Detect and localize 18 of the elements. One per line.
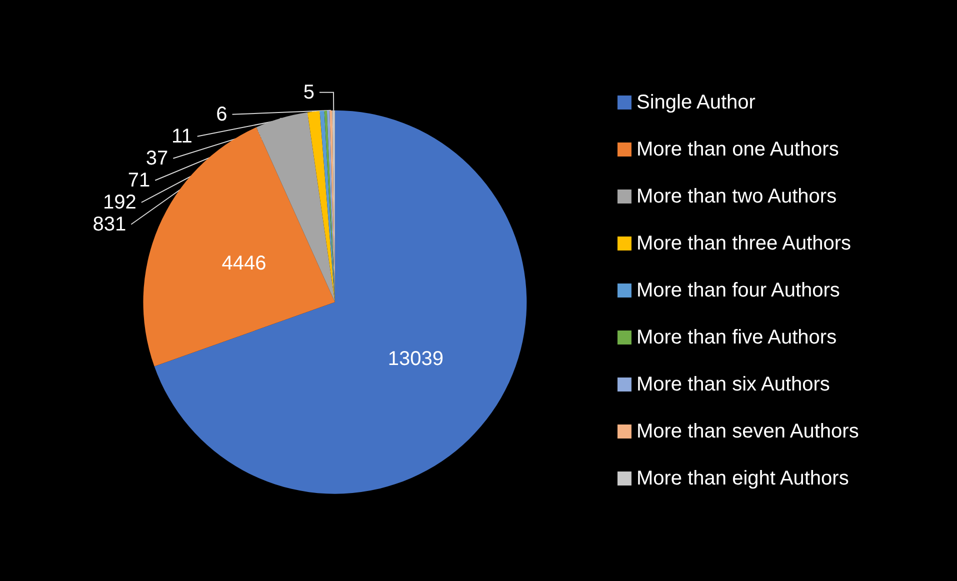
data-label: 13039 bbox=[388, 348, 444, 370]
data-label: 11 bbox=[172, 125, 192, 148]
legend-label: More than four Authors bbox=[636, 280, 840, 302]
legend-label: More than five Authors bbox=[636, 326, 837, 348]
legend-label: More than seven Authors bbox=[636, 420, 859, 442]
data-label: 37 bbox=[146, 147, 168, 170]
legend-label: More than eight Authors bbox=[636, 468, 849, 490]
data-label: 5 bbox=[303, 81, 314, 104]
data-label: 71 bbox=[128, 169, 150, 192]
data-label: 192 bbox=[103, 191, 136, 214]
legend-label: Single Author bbox=[636, 92, 756, 114]
data-label: 6 bbox=[216, 103, 228, 126]
legend-label: More than six Authors bbox=[636, 374, 830, 396]
legend-label: More than one Authors bbox=[636, 138, 839, 160]
data-label: 831 bbox=[92, 213, 126, 236]
data-label: 4446 bbox=[222, 252, 266, 274]
legend-label: More than two Authors bbox=[636, 186, 837, 208]
legend-label: More than three Authors bbox=[636, 232, 852, 254]
